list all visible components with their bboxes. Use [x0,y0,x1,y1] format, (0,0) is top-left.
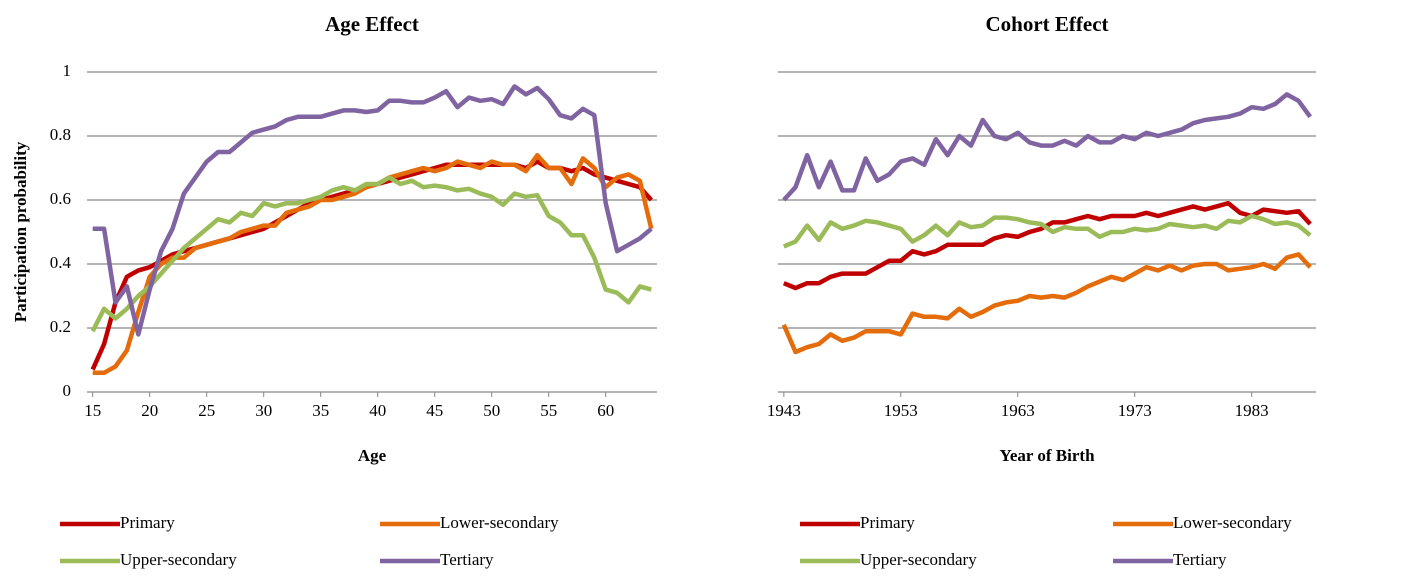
x-tick-label: 15 [84,401,101,420]
x-tick-label: 1963 [1001,401,1035,420]
data-line [92,84,653,337]
x-tick-label: 50 [483,401,500,420]
x-tick-label: 35 [312,401,329,420]
y-axis-title: Participation probability [11,141,30,322]
x-tick-label: 1953 [884,401,918,420]
y-tick-label: 0 [63,381,72,400]
data-line [782,213,1312,249]
legend-label: Tertiary [440,550,494,569]
x-tick-label: 1973 [1118,401,1152,420]
legend-label: Primary [860,513,915,532]
x-tick-label: 25 [198,401,215,420]
x-tick-label: 45 [426,401,443,420]
data-line [782,92,1313,202]
y-tick-label: 0.2 [50,317,71,336]
legend-label: Tertiary [1173,550,1227,569]
x-tick-label: 1983 [1235,401,1269,420]
chart-title: Cohort Effect [985,12,1108,36]
data-line [781,252,1312,355]
chart-title: Age Effect [325,12,419,36]
legend-label: Upper-secondary [860,550,977,569]
x-axis-title: Year of Birth [999,446,1095,465]
data-line [90,175,652,333]
legend-label: Lower-secondary [1173,513,1292,532]
x-tick-label: 40 [369,401,386,420]
y-tick-label: 0.8 [50,125,71,144]
legend-label: Lower-secondary [440,513,559,532]
x-tick-label: 60 [597,401,614,420]
y-tick-label: 1 [63,61,72,80]
data-line [90,159,653,371]
y-tick-label: 0.6 [50,189,71,208]
legend-label: Upper-secondary [120,550,237,569]
data-line [782,200,1312,291]
x-tick-label: 20 [141,401,158,420]
x-tick-label: 55 [540,401,557,420]
x-tick-label: 30 [255,401,272,420]
y-tick-label: 0.4 [50,253,72,272]
x-tick-label: 1943 [767,401,801,420]
legend-label: Primary [120,513,175,532]
x-axis-title: Age [358,446,387,465]
